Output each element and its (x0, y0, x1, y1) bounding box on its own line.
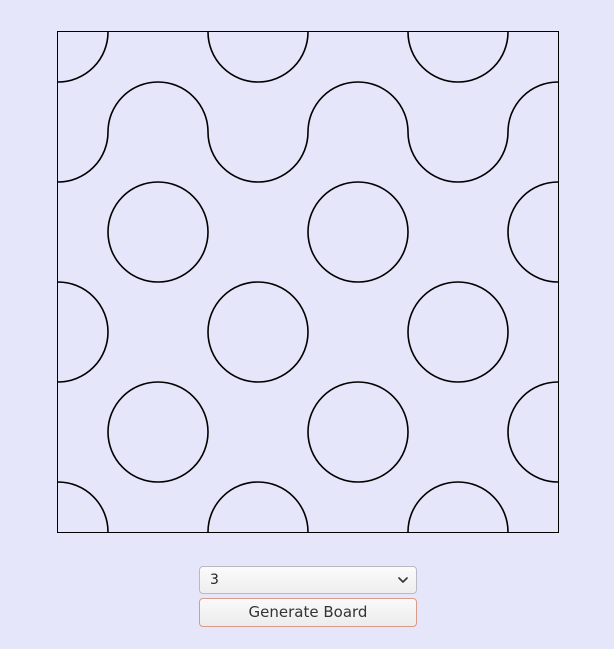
board-tile-3-0[interactable] (57, 331, 159, 433)
board-tile-0-1[interactable] (157, 31, 259, 133)
board-tile-1-3[interactable] (357, 131, 459, 233)
size-select[interactable]: 3 (199, 566, 417, 594)
game-board[interactable] (57, 31, 559, 533)
board-tile-3-4[interactable] (457, 331, 559, 433)
board-svg (57, 31, 559, 533)
board-tile-3-2[interactable] (257, 331, 359, 433)
board-tile-4-3[interactable] (357, 431, 459, 533)
controls-panel: 3 Generate Board (199, 566, 417, 627)
board-tile-0-2[interactable] (257, 31, 359, 133)
board-tile-1-1[interactable] (157, 131, 259, 233)
board-tile-0-0[interactable] (57, 31, 159, 133)
generate-board-button[interactable]: Generate Board (199, 598, 417, 627)
board-tile-2-2[interactable] (257, 231, 359, 333)
board-tile-3-1[interactable] (157, 331, 259, 433)
board-tile-4-4[interactable] (457, 431, 559, 533)
board-tile-1-4[interactable] (457, 131, 559, 233)
board-tile-2-3[interactable] (357, 231, 459, 333)
board-tile-4-2[interactable] (257, 431, 359, 533)
board-tile-2-4[interactable] (457, 231, 559, 333)
board-tile-3-3[interactable] (357, 331, 459, 433)
board-tile-1-2[interactable] (257, 131, 359, 233)
board-tile-2-1[interactable] (157, 231, 259, 333)
board-tile-1-0[interactable] (57, 131, 159, 233)
board-tile-4-0[interactable] (57, 431, 159, 533)
board-tile-0-4[interactable] (457, 31, 559, 133)
size-select-value: 3 (210, 572, 219, 588)
board-tile-4-1[interactable] (157, 431, 259, 533)
board-border (57, 31, 559, 533)
chevron-down-icon (398, 567, 408, 593)
board-tile-0-3[interactable] (357, 31, 459, 133)
board-tile-2-0[interactable] (57, 231, 159, 333)
